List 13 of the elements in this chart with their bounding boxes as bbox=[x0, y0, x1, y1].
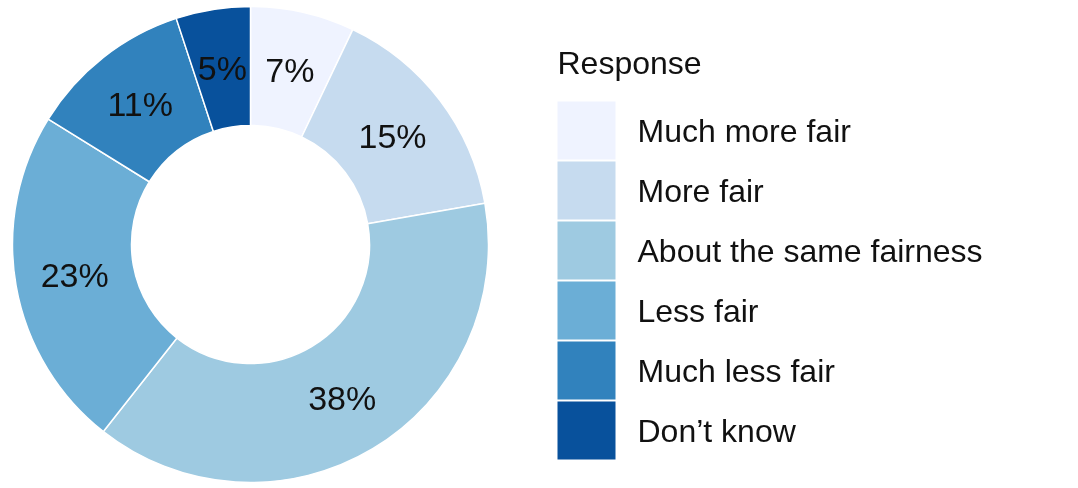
data-label: 7% bbox=[265, 51, 315, 90]
data-label: 15% bbox=[358, 117, 427, 156]
data-label: 11% bbox=[107, 85, 173, 124]
legend-label: Less fair bbox=[637, 292, 759, 329]
legend-title: Response bbox=[557, 44, 702, 81]
data-label: 5% bbox=[197, 49, 247, 88]
legend-label: About the same fairness bbox=[637, 232, 983, 269]
data-label: 38% bbox=[308, 378, 377, 417]
legend-label: Much less fair bbox=[637, 352, 836, 389]
legend-label: More fair bbox=[637, 172, 765, 209]
legend-label: Much more fair bbox=[637, 112, 852, 149]
data-label: 23% bbox=[40, 256, 109, 295]
legend-label: Don’t know bbox=[637, 412, 797, 449]
